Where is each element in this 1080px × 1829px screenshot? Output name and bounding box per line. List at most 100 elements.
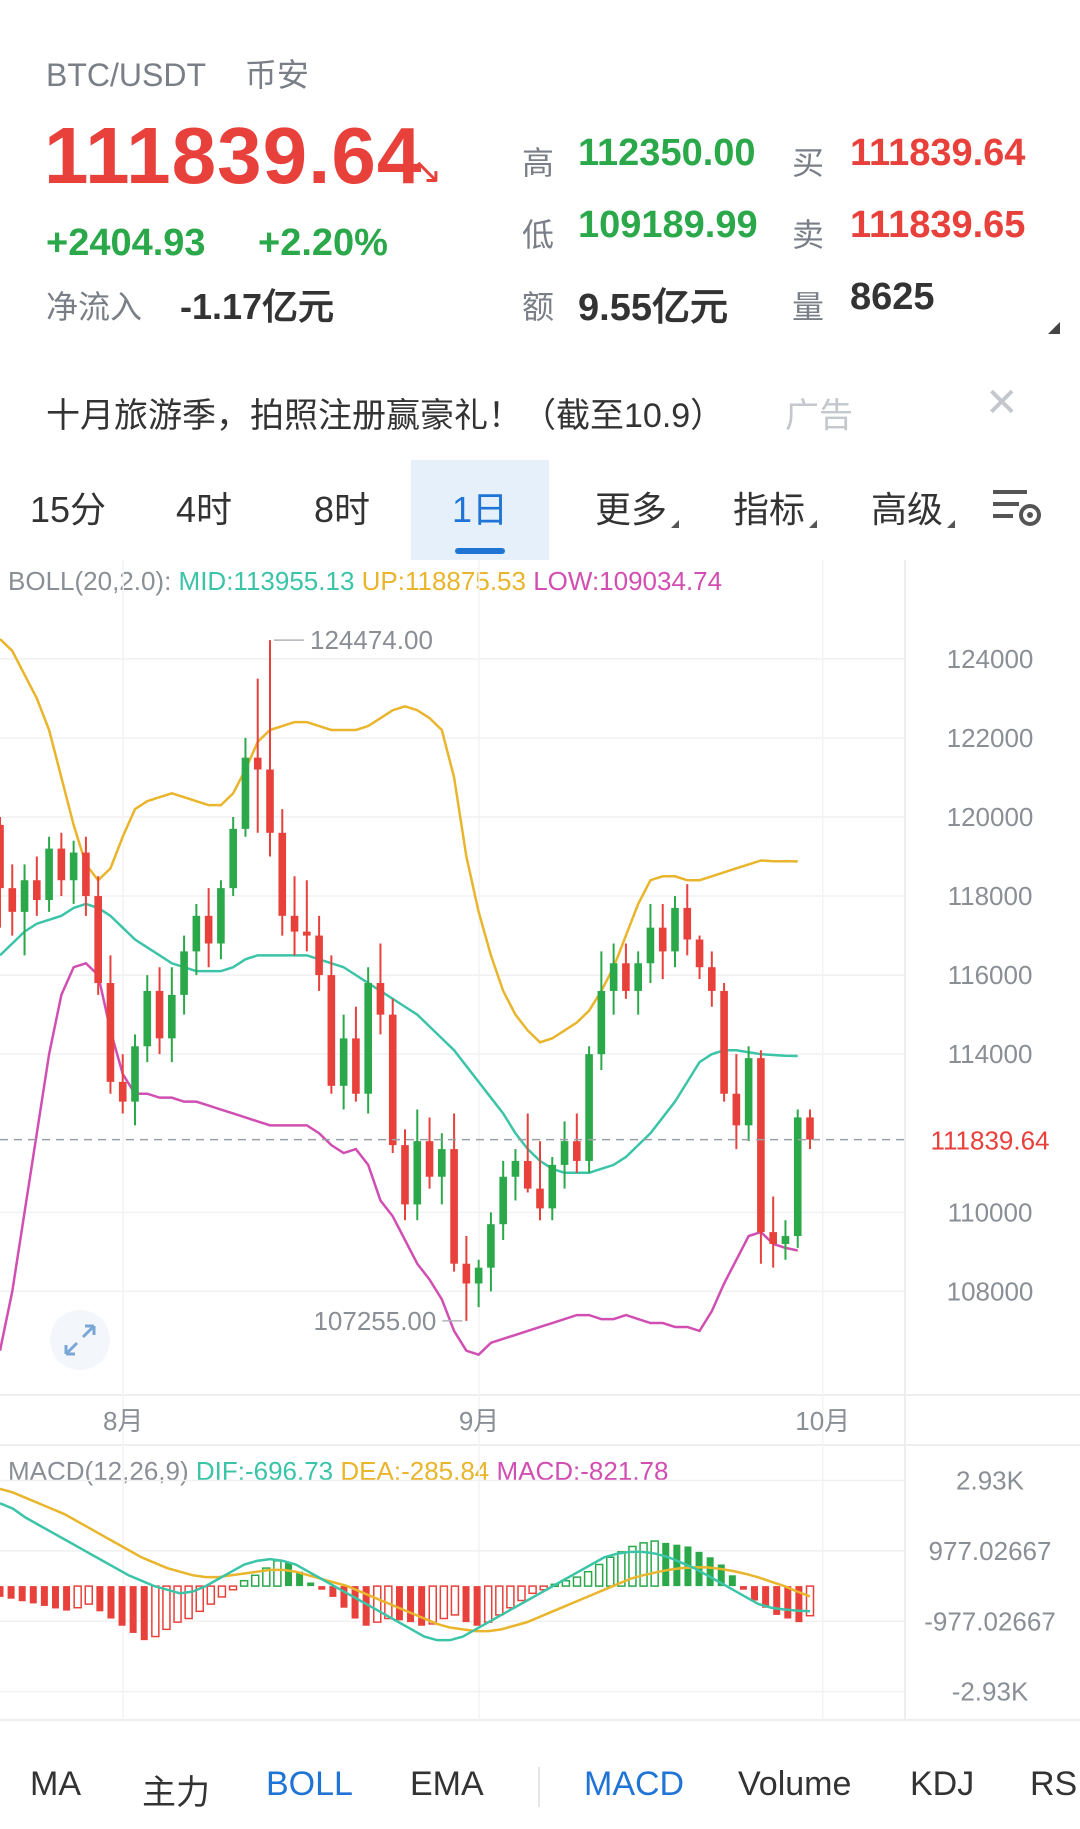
macd-histogram-bar [773,1586,781,1615]
candle-body [732,1093,741,1126]
boll-lower-line [0,961,798,1357]
macd-histogram-bar [639,1542,648,1587]
tab-divider [538,1767,540,1807]
tab-8h[interactable]: 8时 [313,489,371,530]
macd-histogram-bar [450,1585,460,1616]
macd-histogram-bar [296,1571,304,1587]
macd-histogram-bar [73,1585,82,1609]
macd-histogram-bar [217,1585,227,1598]
expand-stats-icon[interactable] [1048,322,1060,334]
candle-body [217,888,225,944]
macd-histogram-bar [340,1586,348,1608]
indicator-tabs: MA 主力 BOLL EMA MACD Volume KDJ RSI [0,1745,1080,1829]
macd-histogram-bar [795,1586,803,1623]
candle-body [352,1038,360,1094]
macd-histogram-bar [362,1586,370,1626]
candle-body [634,963,642,991]
macd-histogram-bar [805,1585,815,1617]
boll-mid-line [0,902,798,1175]
close-icon[interactable]: ✕ [985,381,1019,425]
buy-label: 买 [792,145,825,181]
candle-body [585,1054,593,1161]
macd-histogram-bar [173,1585,182,1623]
candle-body [253,757,262,770]
ad-text[interactable]: 十月旅游季，拍照注册赢豪礼！（截至10.9） [46,397,725,435]
tab-more[interactable]: 更多 [572,460,702,560]
macd-histogram-bar [418,1586,426,1626]
macd-histogram-bar [739,1586,747,1590]
candle-body [597,990,606,1055]
candle-body [401,1145,409,1205]
candle-body [523,1160,532,1189]
macd-histogram-bar [151,1585,160,1638]
macd-histogram-bar [728,1575,736,1587]
sell-label: 卖 [792,217,825,253]
chart-settings-icon[interactable] [993,488,1043,528]
macd-histogram-bar [63,1586,71,1611]
candle-body [609,963,618,991]
tab-indicators[interactable]: 指标 [710,460,840,560]
candle-body [438,1149,446,1177]
x-axis-label: 8月 [103,1406,143,1436]
candle-body [57,848,66,881]
candle-body [388,1014,397,1146]
macd-histogram-bar [717,1564,725,1587]
macd-histogram-bar [473,1586,481,1626]
macd-histogram-bar [517,1585,526,1602]
min-price-label: 107255.00 [313,1306,436,1336]
macd-histogram-bar [561,1579,571,1587]
macd-histogram-bar [572,1576,582,1587]
price-axis-label: 124000 [947,644,1034,674]
tab-4h[interactable]: 4时 [175,489,233,530]
tab-volume[interactable]: Volume [738,1765,852,1803]
macd-histogram-bar [439,1585,449,1620]
macd-histogram-bar [673,1544,681,1587]
candle-body [744,1058,753,1126]
price-axis-label: 116000 [948,960,1033,990]
kline-chart[interactable]: 124000 122000 120000 118000 116000 114000 1100… [0,560,1080,1745]
macd-histogram-bar [662,1542,670,1587]
candle-body [683,907,692,940]
tab-ma[interactable]: MA [30,1765,81,1803]
tab-ema[interactable]: EMA [410,1765,484,1803]
candle-body [278,832,287,916]
tab-kdj[interactable]: KDJ [910,1765,975,1803]
candle-body [303,931,311,936]
tab-macd[interactable]: MACD [584,1765,685,1803]
macd-histogram-bar [184,1585,193,1620]
macd-histogram-bar [583,1570,593,1587]
high-label: 高 [522,145,555,181]
tab-rsi[interactable]: RSI [1030,1765,1080,1803]
high-value: 112350.00 [578,132,756,174]
max-price-label: 124474.00 [310,625,433,655]
macd-histogram-bar [7,1586,15,1599]
candle-body [180,951,188,995]
x-axis-label: 9月 [459,1406,499,1436]
tab-15m[interactable]: 15分 [29,489,107,530]
candle-body [69,852,78,881]
candle-body [536,1188,544,1209]
candle-body [192,915,201,952]
low-label: 低 [522,217,555,253]
macd-axis-label: 2.93K [956,1466,1025,1496]
macd-histogram-bar [284,1562,292,1587]
amount-label: 额 [522,289,555,325]
candle-body [708,967,716,991]
candle-body [695,939,704,968]
macd-histogram-bar [606,1556,615,1587]
tab-advanced[interactable]: 高级 [848,460,978,560]
timeframe-tabs: 15分 4时 8时 1日 更多 指标 高级 [0,460,1080,560]
macd-histogram-bar [695,1551,703,1587]
macd-axis-label: -2.93K [952,1677,1029,1707]
tab-1d[interactable]: 1日 [411,460,549,560]
candle-body [781,1236,790,1244]
candle-body [266,769,274,833]
tab-main-force[interactable]: 主力 [142,1774,210,1812]
macd-histogram-bar [329,1586,337,1597]
candle-body [118,1081,127,1102]
candle-body [327,975,336,1086]
candle-body [757,1058,765,1233]
candle-body [339,1038,348,1086]
price-axis-label: 110000 [948,1197,1033,1227]
tab-boll[interactable]: BOLL [266,1765,353,1803]
